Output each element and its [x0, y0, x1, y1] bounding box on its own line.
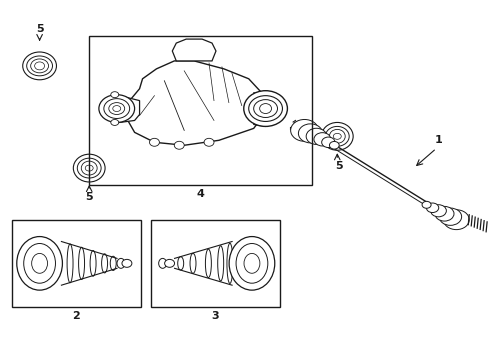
- Ellipse shape: [17, 237, 62, 290]
- Ellipse shape: [298, 124, 322, 143]
- Ellipse shape: [431, 205, 446, 217]
- Ellipse shape: [426, 203, 439, 212]
- Ellipse shape: [174, 141, 184, 149]
- Ellipse shape: [74, 154, 105, 182]
- Bar: [12, 220, 141, 307]
- Ellipse shape: [117, 258, 125, 268]
- Ellipse shape: [314, 132, 331, 146]
- Ellipse shape: [321, 122, 353, 150]
- Text: 1: 1: [435, 135, 442, 145]
- Ellipse shape: [291, 120, 318, 141]
- Polygon shape: [127, 61, 266, 145]
- Ellipse shape: [159, 258, 167, 268]
- Ellipse shape: [422, 201, 431, 208]
- Ellipse shape: [435, 206, 454, 221]
- Ellipse shape: [306, 128, 327, 144]
- Polygon shape: [113, 96, 140, 122]
- Ellipse shape: [122, 260, 132, 267]
- Ellipse shape: [329, 141, 339, 149]
- Text: 2: 2: [73, 311, 80, 321]
- Text: 5: 5: [36, 24, 44, 34]
- Ellipse shape: [204, 138, 214, 146]
- Ellipse shape: [111, 120, 119, 125]
- Ellipse shape: [99, 95, 135, 122]
- Ellipse shape: [165, 260, 174, 267]
- Text: 5: 5: [336, 161, 343, 171]
- Text: 4: 4: [197, 189, 205, 199]
- Ellipse shape: [229, 237, 275, 290]
- Text: 3: 3: [211, 311, 219, 321]
- Ellipse shape: [244, 91, 288, 126]
- Ellipse shape: [149, 138, 159, 146]
- Ellipse shape: [439, 208, 462, 225]
- Polygon shape: [172, 39, 216, 61]
- Text: 5: 5: [85, 192, 93, 202]
- Bar: [89, 36, 313, 185]
- Ellipse shape: [111, 92, 119, 98]
- Bar: [151, 220, 280, 307]
- Ellipse shape: [443, 210, 469, 230]
- Ellipse shape: [321, 137, 335, 148]
- Polygon shape: [254, 93, 273, 126]
